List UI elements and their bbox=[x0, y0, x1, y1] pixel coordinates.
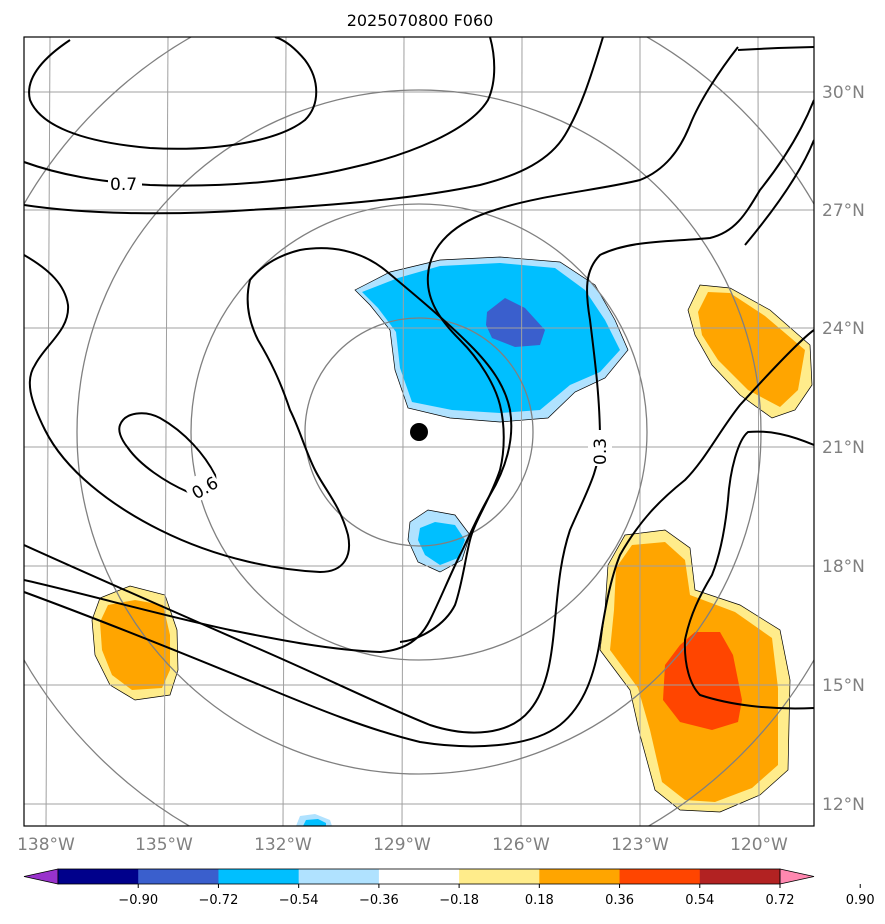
lon-label: 120°W bbox=[730, 835, 788, 855]
colorbar-tick-label: 0.18 bbox=[525, 893, 554, 908]
map-frame bbox=[23, 36, 815, 827]
colorbar-segment bbox=[539, 869, 621, 884]
colorbar-segment bbox=[138, 869, 219, 884]
lon-label: 126°W bbox=[492, 835, 550, 855]
lat-label: 18°N bbox=[822, 557, 865, 577]
shading-positive-northeast bbox=[687, 284, 813, 419]
contour-label-0-7: 0.7 bbox=[110, 175, 137, 195]
lon-label: 138°W bbox=[17, 835, 75, 855]
shading-negative-bottom bbox=[296, 814, 332, 826]
shading-negative-south bbox=[407, 509, 471, 573]
lat-label: 12°N bbox=[822, 795, 865, 815]
colorbar-tick-label: −0.90 bbox=[118, 893, 158, 908]
colorbar-segment bbox=[459, 869, 540, 884]
colorbar: −0.90 −0.72 −0.54 −0.36 −0.18 0.18 0.36 0.54 0.7… bbox=[23, 868, 875, 908]
lat-lon-grid bbox=[24, 37, 814, 826]
contour-label-group: 0.7 0.6 0.3 bbox=[108, 173, 612, 505]
contour-lines bbox=[24, 37, 814, 748]
colorbar-segment bbox=[218, 869, 300, 884]
colorbar-segment bbox=[378, 869, 460, 884]
shading-positive-southeast bbox=[599, 529, 791, 813]
colorbar-tick-label: 0.72 bbox=[766, 893, 795, 908]
lon-label: 123°W bbox=[611, 835, 669, 855]
lon-label: 135°W bbox=[135, 835, 193, 855]
lat-label: 15°N bbox=[822, 676, 865, 696]
shading-negative-north bbox=[354, 256, 629, 423]
lon-label: 129°W bbox=[373, 835, 431, 855]
colorbar-segment bbox=[298, 869, 380, 884]
lat-label: 27°N bbox=[822, 201, 865, 221]
colorbar-outline bbox=[57, 868, 781, 885]
colorbar-tick-label: −0.36 bbox=[359, 893, 399, 908]
storm-center-marker bbox=[410, 423, 428, 441]
lat-label: 21°N bbox=[822, 438, 865, 458]
contour-label-0-3: 0.3 bbox=[591, 438, 611, 465]
lon-label: 132°W bbox=[254, 835, 312, 855]
colorbar-segment bbox=[699, 869, 781, 884]
lat-label: 30°N bbox=[822, 83, 865, 103]
colorbar-tick-label: −0.18 bbox=[439, 893, 479, 908]
lon-labels: 138°W 135°W 132°W 129°W 126°W 123°W 120°… bbox=[17, 835, 788, 855]
lat-labels: 30°N 27°N 24°N 21°N 18°N 15°N 12°N bbox=[822, 83, 865, 815]
colorbar-tick-label: −0.72 bbox=[199, 893, 239, 908]
colorbar-tick-label: 0.54 bbox=[685, 893, 714, 908]
shading-positive-west bbox=[91, 585, 179, 701]
colorbar-segment bbox=[58, 869, 139, 884]
colorbar-tick-label: 0.36 bbox=[605, 893, 634, 908]
colorbar-segment bbox=[619, 869, 701, 884]
map-title: 2025070800 F060 bbox=[347, 11, 494, 30]
colorbar-extend-min bbox=[23, 868, 59, 885]
colorbar-extend-max bbox=[779, 868, 815, 885]
colorbar-tick-label: 0.90 bbox=[846, 893, 875, 908]
map-area: 0.7 0.6 0.3 bbox=[24, 37, 814, 826]
colorbar-tick-label: −0.54 bbox=[279, 893, 319, 908]
lat-label: 24°N bbox=[822, 319, 865, 339]
